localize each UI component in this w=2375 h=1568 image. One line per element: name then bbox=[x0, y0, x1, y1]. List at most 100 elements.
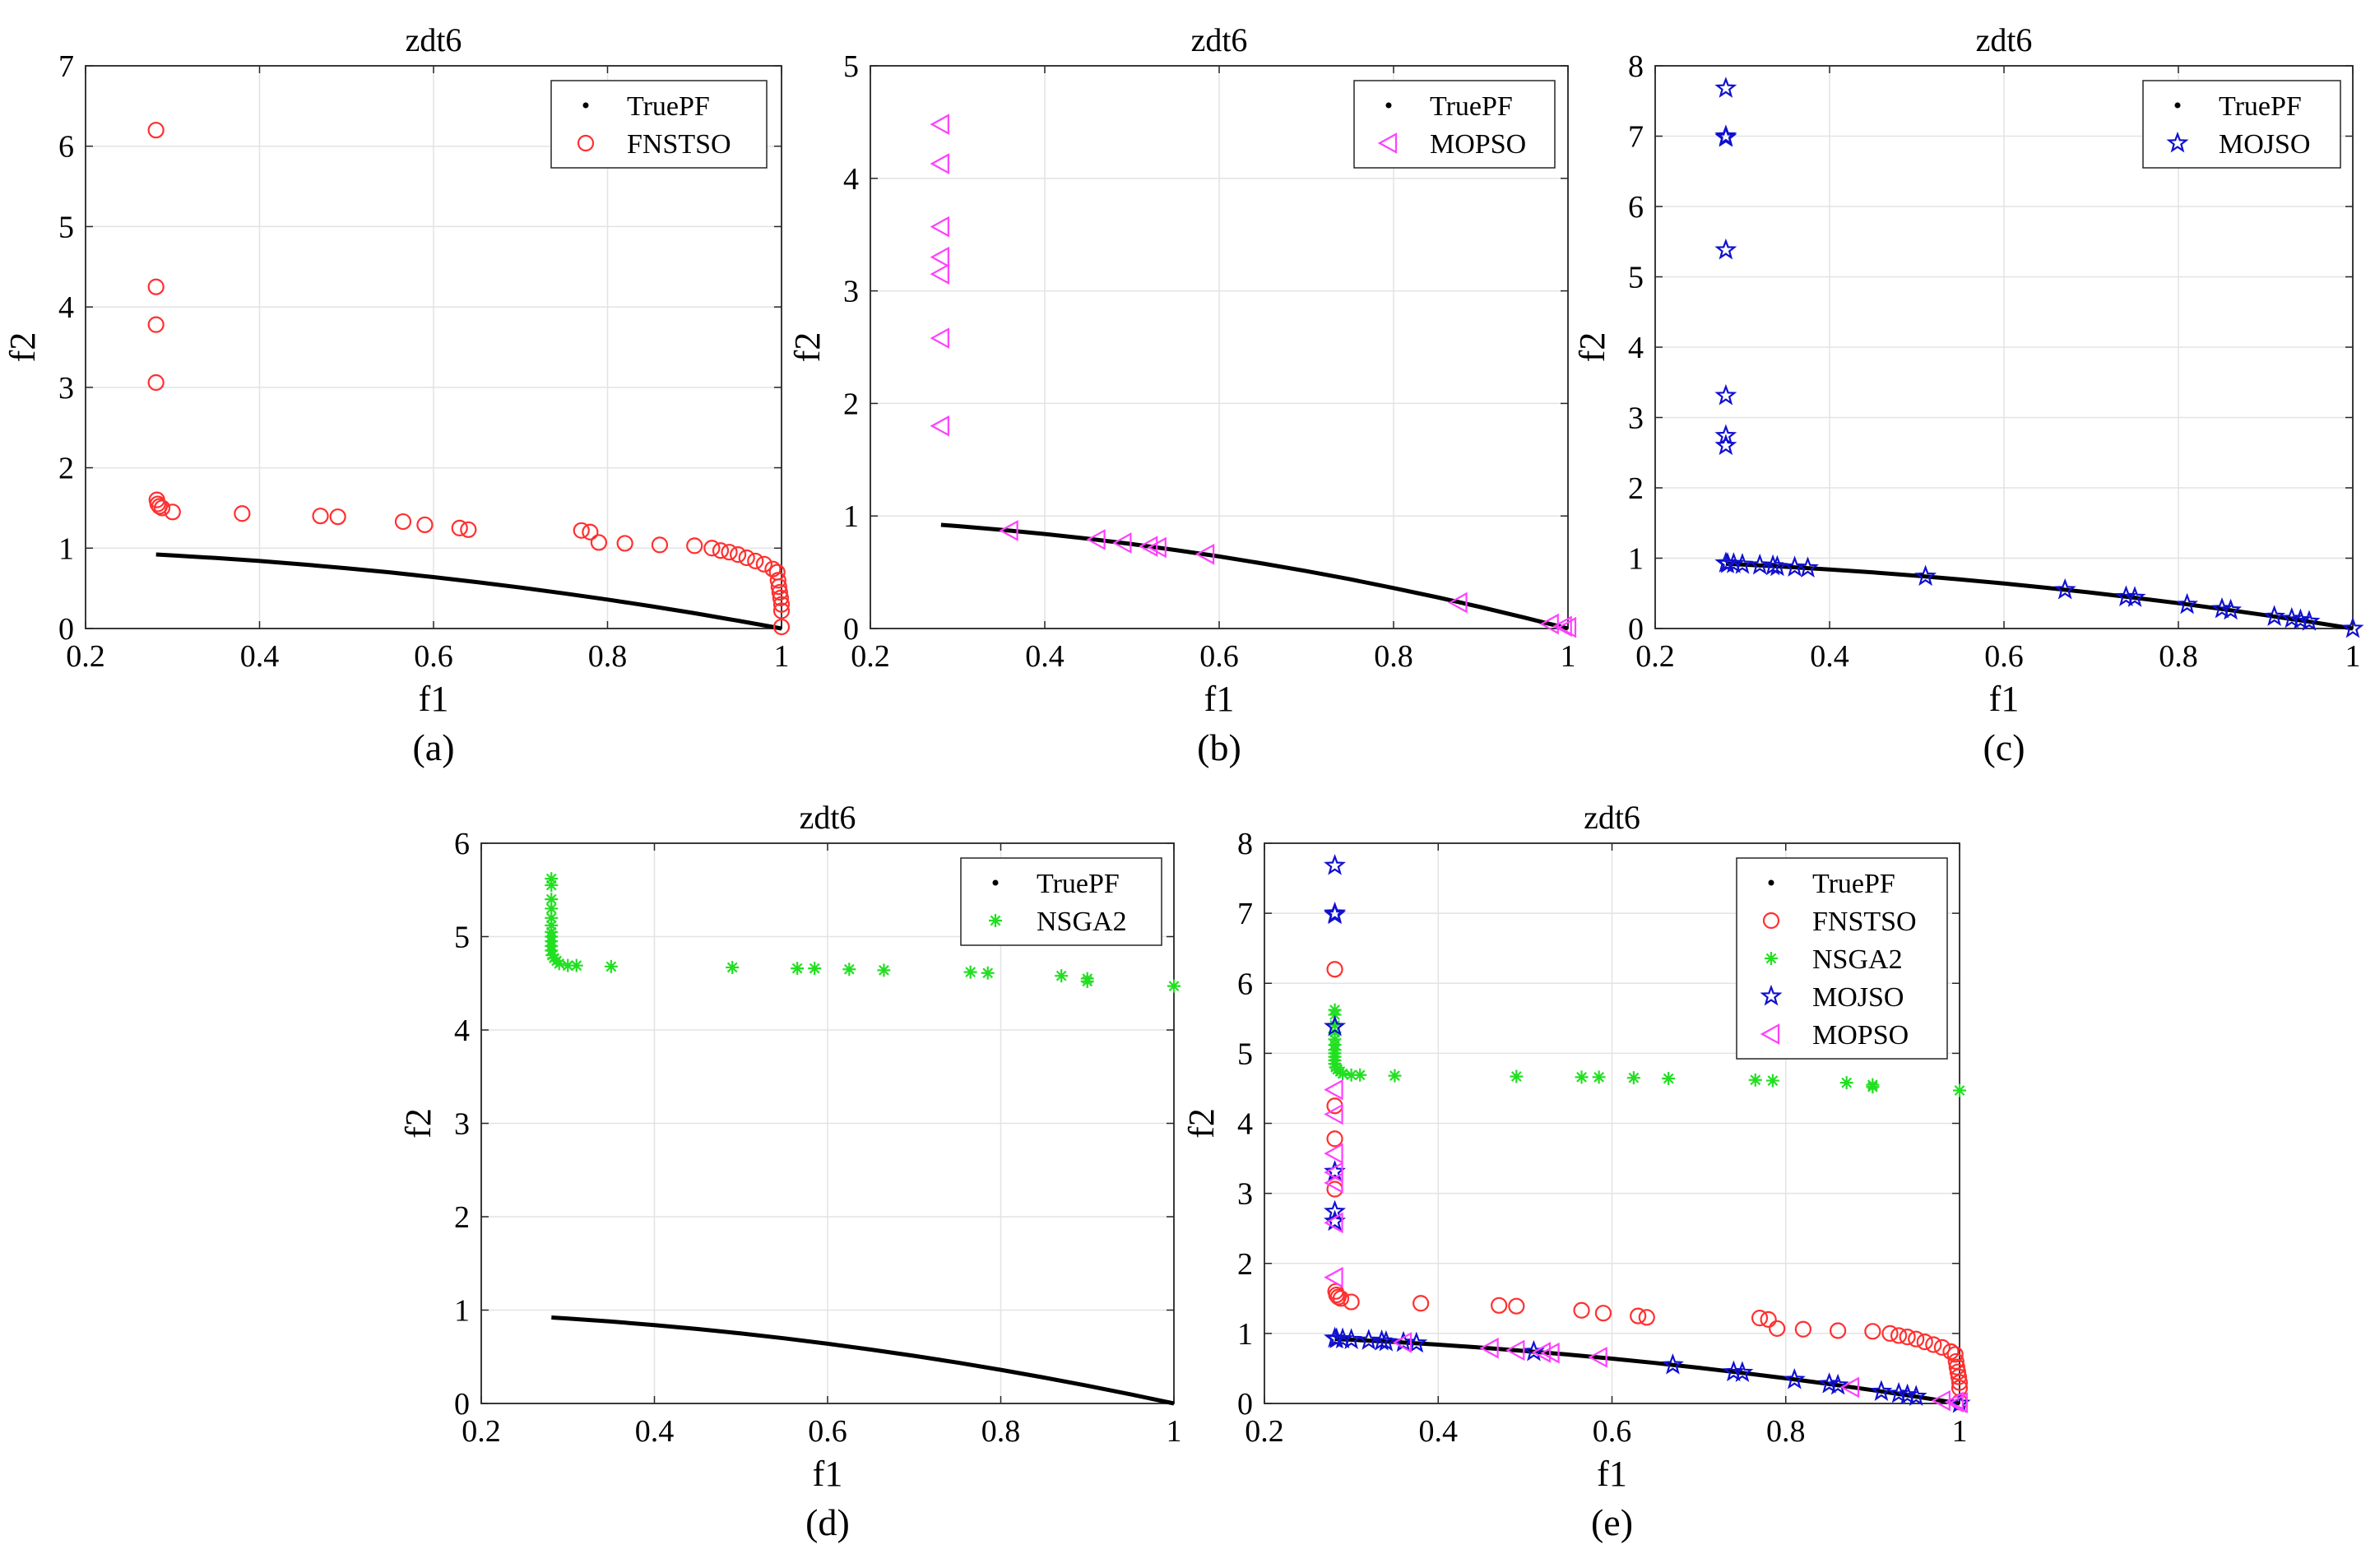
x-tick-label: 1 bbox=[1952, 1414, 1968, 1449]
point-fnstso bbox=[1751, 1310, 1769, 1327]
point-fnstso bbox=[1951, 1374, 1969, 1391]
point-mopso bbox=[1194, 543, 1215, 565]
point-mopso bbox=[1944, 1391, 1964, 1413]
point-mojso bbox=[1714, 434, 1737, 456]
point-fnstso bbox=[1630, 1307, 1647, 1324]
point-fnstso bbox=[394, 513, 412, 531]
point-nsga2 bbox=[1353, 1068, 1367, 1082]
point-nsga2 bbox=[552, 957, 566, 971]
point-mopso bbox=[1324, 1079, 1343, 1101]
point-mopso bbox=[930, 327, 949, 349]
x-tick-label: 0.8 bbox=[588, 639, 628, 674]
x-tick-label: 0.4 bbox=[1810, 639, 1849, 674]
x-axis-label: f1 bbox=[1204, 679, 1235, 719]
legend-marker-mojso bbox=[1760, 984, 1783, 1006]
point-mopso bbox=[930, 263, 949, 285]
panel-label: (a) bbox=[412, 726, 454, 768]
legend: TruePF NSGA2 bbox=[960, 857, 1162, 946]
point-mojso bbox=[1324, 902, 1347, 925]
point-fnstso bbox=[582, 523, 599, 540]
point-fnstso bbox=[1950, 1368, 1968, 1385]
point-fnstso bbox=[771, 583, 788, 601]
point-fnstso bbox=[769, 572, 786, 589]
x-tick-label: 0.2 bbox=[1245, 1414, 1284, 1449]
y-tick-label: 1 bbox=[58, 531, 74, 566]
point-fnstso bbox=[772, 596, 791, 613]
point-fnstso bbox=[772, 618, 791, 636]
legend: TruePF FNSTSO bbox=[550, 80, 768, 169]
legend-marker-mopso bbox=[1377, 132, 1398, 154]
series-mojso bbox=[1714, 77, 2364, 638]
point-nsga2 bbox=[1055, 969, 1069, 983]
point-mojso bbox=[2341, 616, 2364, 638]
y-tick-label: 4 bbox=[58, 290, 74, 325]
point-mojso bbox=[2298, 610, 2321, 631]
point-nsga2 bbox=[1662, 1072, 1676, 1086]
y-axis-label: f2 bbox=[1572, 332, 1612, 363]
point-fnstso bbox=[1491, 1297, 1508, 1314]
point-nsga2 bbox=[842, 963, 856, 977]
point-nsga2 bbox=[963, 965, 977, 979]
x-tick-label: 0.2 bbox=[851, 639, 890, 674]
point-mopso bbox=[1948, 1392, 1969, 1414]
point-nsga2 bbox=[545, 893, 559, 907]
y-axis-label: f2 bbox=[2, 332, 43, 363]
point-mopso bbox=[1138, 536, 1158, 557]
point-mopso bbox=[1552, 615, 1572, 638]
point-mopso bbox=[1479, 1337, 1499, 1359]
point-mopso bbox=[1588, 1346, 1607, 1368]
point-fnstso bbox=[721, 544, 738, 561]
point-nsga2 bbox=[1839, 1076, 1853, 1090]
point-mojso bbox=[1714, 383, 1737, 406]
x-tick-label: 0.2 bbox=[462, 1414, 501, 1449]
point-mopso bbox=[930, 246, 949, 268]
point-fnstso bbox=[651, 536, 669, 554]
point-nsga2 bbox=[1328, 1025, 1342, 1039]
point-mojso bbox=[1826, 1373, 1849, 1395]
point-mopso bbox=[1392, 1332, 1412, 1353]
point-fnstso bbox=[1925, 1336, 1942, 1353]
y-tick-label: 7 bbox=[58, 49, 74, 84]
point-nsga2 bbox=[1388, 1069, 1402, 1083]
x-tick-label: 1 bbox=[2345, 639, 2361, 674]
legend-label: MOPSO bbox=[1430, 129, 1526, 160]
point-fnstso bbox=[1326, 1130, 1343, 1148]
point-mojso bbox=[1324, 1209, 1347, 1232]
point-fnstso bbox=[147, 373, 165, 392]
point-fnstso bbox=[1946, 1346, 1964, 1363]
point-fnstso bbox=[1864, 1323, 1881, 1340]
point-fnstso bbox=[147, 316, 165, 333]
point-nsga2 bbox=[1336, 1067, 1350, 1081]
x-tick-label: 0.6 bbox=[414, 639, 453, 674]
point-mojso bbox=[1797, 556, 1819, 578]
point-fnstso bbox=[416, 516, 434, 534]
legend-marker-fnstso bbox=[1762, 912, 1780, 930]
chart-panel-2: 0.2 0.4 0.6 0.8 1 0 1 2 3 4 5 zdt6 f1 f2 (b) TruePF MOPS… bbox=[787, 21, 1577, 768]
x-tick-label: 0.4 bbox=[1419, 1414, 1459, 1449]
point-mopso bbox=[1324, 1212, 1343, 1234]
legend-marker-truepf bbox=[992, 879, 999, 886]
point-fnstso bbox=[147, 278, 165, 295]
legend-marker-fnstso bbox=[577, 134, 595, 152]
point-mopso bbox=[930, 415, 949, 437]
point-mojso bbox=[2220, 598, 2243, 620]
point-mojso bbox=[2053, 578, 2076, 600]
y-axis-label: f2 bbox=[398, 1108, 438, 1139]
point-mopso bbox=[1112, 532, 1132, 554]
x-axis-label: f1 bbox=[1989, 679, 2020, 719]
point-fnstso bbox=[747, 552, 764, 570]
point-fnstso bbox=[1890, 1327, 1908, 1344]
truepf-line bbox=[1334, 1337, 1960, 1406]
x-tick-label: 0.8 bbox=[981, 1414, 1021, 1449]
y-tick-label: 2 bbox=[454, 1200, 470, 1235]
point-fnstso bbox=[153, 499, 171, 517]
point-mopso bbox=[1324, 1162, 1343, 1183]
y-tick-label: 3 bbox=[1237, 1177, 1253, 1212]
point-mopso bbox=[1324, 1103, 1343, 1125]
point-fnstso bbox=[772, 589, 790, 606]
truepf-line bbox=[940, 522, 1569, 631]
x-tick-label: 0.6 bbox=[808, 1414, 847, 1449]
y-tick-label: 1 bbox=[1628, 542, 1644, 577]
point-mopso bbox=[1324, 1143, 1343, 1164]
